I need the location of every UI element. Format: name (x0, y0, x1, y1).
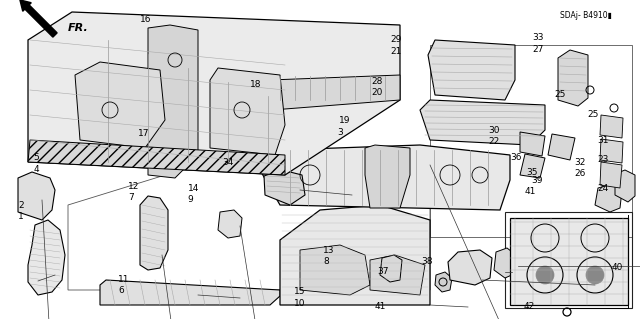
Polygon shape (558, 50, 588, 106)
Text: 11: 11 (118, 275, 130, 284)
Text: 5: 5 (33, 153, 39, 162)
Polygon shape (435, 272, 452, 292)
Text: 10: 10 (294, 299, 306, 308)
Polygon shape (595, 184, 622, 212)
Text: 39: 39 (531, 176, 543, 185)
Polygon shape (28, 220, 65, 295)
Polygon shape (510, 218, 628, 305)
Text: 9: 9 (188, 195, 193, 204)
Polygon shape (100, 280, 280, 305)
Polygon shape (18, 172, 55, 220)
Text: 25: 25 (588, 110, 599, 119)
Text: 30: 30 (488, 126, 500, 135)
Polygon shape (218, 210, 242, 238)
Text: 6: 6 (118, 286, 124, 295)
Text: 16: 16 (140, 15, 151, 24)
Polygon shape (380, 255, 402, 282)
Polygon shape (210, 68, 285, 155)
Text: 29: 29 (390, 35, 402, 44)
Text: 12: 12 (128, 182, 140, 191)
Text: 17: 17 (138, 130, 149, 138)
Text: 18: 18 (250, 80, 261, 89)
Text: FR.: FR. (68, 23, 89, 33)
Circle shape (586, 266, 604, 284)
Text: 27: 27 (532, 45, 544, 54)
Polygon shape (28, 140, 285, 175)
Text: 31: 31 (598, 136, 609, 145)
Polygon shape (270, 75, 400, 110)
Text: 35: 35 (527, 168, 538, 177)
Polygon shape (600, 162, 622, 188)
Text: SDAj- B4910▮: SDAj- B4910▮ (560, 11, 612, 19)
Polygon shape (148, 25, 198, 178)
Text: 26: 26 (574, 169, 586, 178)
Text: 22: 22 (488, 137, 500, 146)
FancyArrow shape (20, 0, 57, 37)
Polygon shape (494, 248, 516, 278)
Polygon shape (264, 170, 305, 205)
Polygon shape (600, 115, 623, 138)
Polygon shape (428, 40, 515, 100)
Text: 37: 37 (377, 267, 388, 276)
Text: 23: 23 (598, 155, 609, 164)
Text: 1: 1 (18, 212, 24, 221)
Polygon shape (280, 205, 430, 305)
Text: 15: 15 (294, 287, 306, 296)
Text: 8: 8 (323, 257, 329, 266)
Text: 41: 41 (375, 302, 387, 311)
Text: 4: 4 (33, 165, 39, 174)
Text: 40: 40 (611, 263, 623, 272)
Text: 28: 28 (371, 77, 383, 86)
Text: 33: 33 (532, 33, 544, 42)
Polygon shape (365, 145, 410, 208)
Text: 24: 24 (598, 184, 609, 193)
Text: 14: 14 (188, 184, 199, 193)
Polygon shape (260, 145, 510, 210)
Text: 20: 20 (371, 88, 383, 97)
Text: 25: 25 (554, 90, 566, 99)
Polygon shape (520, 154, 545, 178)
Polygon shape (548, 134, 575, 160)
Polygon shape (420, 100, 545, 145)
Text: 3: 3 (337, 128, 343, 137)
Text: 42: 42 (524, 302, 535, 311)
Polygon shape (520, 132, 545, 156)
Text: 36: 36 (511, 153, 522, 162)
Polygon shape (615, 170, 635, 202)
Polygon shape (448, 250, 492, 285)
Text: 32: 32 (574, 158, 586, 167)
Polygon shape (600, 139, 623, 163)
Text: 41: 41 (525, 187, 536, 196)
Polygon shape (370, 255, 425, 295)
Circle shape (536, 266, 554, 284)
Text: 19: 19 (339, 116, 351, 125)
Text: 2: 2 (18, 201, 24, 210)
Text: 7: 7 (128, 193, 134, 202)
Text: 21: 21 (390, 47, 402, 56)
Text: 34: 34 (223, 158, 234, 167)
Polygon shape (75, 62, 165, 148)
Text: 13: 13 (323, 246, 335, 255)
Polygon shape (140, 196, 168, 270)
Polygon shape (300, 245, 370, 295)
Text: 38: 38 (422, 257, 433, 266)
Polygon shape (28, 12, 400, 175)
